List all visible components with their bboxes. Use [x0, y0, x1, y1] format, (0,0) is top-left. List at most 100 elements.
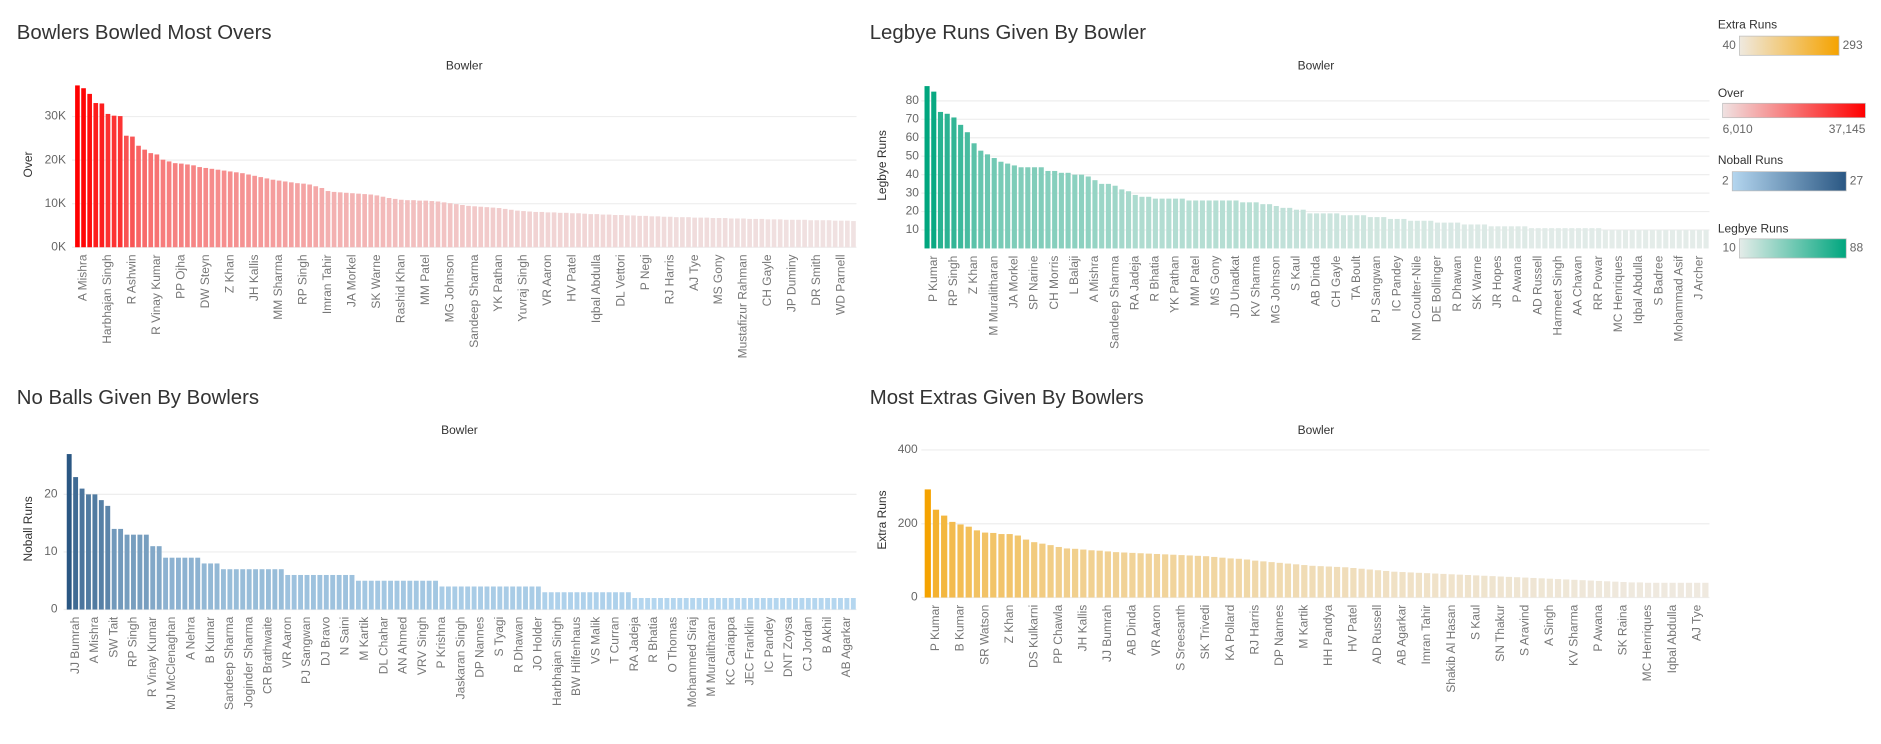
bar — [625, 215, 630, 248]
bar — [447, 203, 453, 248]
x-tick-label: Sandeep Sharma — [222, 616, 236, 710]
x-tick-label: JH Kallis — [1075, 605, 1089, 652]
x-tick-label: IC Pandey — [1389, 256, 1403, 312]
bar — [176, 557, 181, 610]
bar — [1596, 228, 1602, 249]
bar — [201, 563, 207, 610]
bar — [1569, 228, 1575, 249]
x-tick-label: T Curran — [608, 617, 622, 664]
x-tick-label: CH Gayle — [760, 254, 774, 306]
x-tick-label: AB Dinda — [1125, 604, 1139, 655]
bar — [276, 180, 282, 248]
bar — [1538, 578, 1545, 598]
bar — [1554, 579, 1562, 598]
bar — [471, 586, 477, 610]
bar — [246, 569, 252, 610]
bar — [433, 580, 438, 610]
bar — [356, 193, 361, 248]
bar — [1622, 229, 1629, 249]
x-tick-label: JJ Bumrah — [68, 617, 82, 674]
x-tick-label: S Sreesanth — [1174, 605, 1188, 671]
x-tick-label: DP Nannes — [1272, 605, 1286, 666]
bar — [753, 218, 759, 248]
bar — [215, 169, 221, 248]
bar — [1246, 202, 1252, 249]
bar — [1145, 553, 1152, 598]
x-tick-label: RP Singh — [296, 254, 310, 304]
bar — [1661, 582, 1668, 598]
bar — [698, 217, 704, 248]
bar — [1582, 228, 1588, 249]
bar — [1005, 163, 1011, 249]
x-tick-label: RA Jadeja — [1127, 255, 1141, 310]
bar — [582, 213, 587, 248]
x-tick-label: VR Aaron — [540, 254, 554, 305]
x-tick-label: PP Chawla — [1051, 604, 1065, 663]
bar — [1284, 563, 1292, 598]
x-tick-label: VRV Singh — [415, 617, 429, 675]
x-tick-label: SK Warne — [369, 254, 383, 309]
bar — [951, 117, 957, 249]
bar — [523, 586, 528, 610]
bar — [227, 569, 233, 610]
bar — [130, 136, 135, 248]
bar — [1440, 573, 1447, 598]
x-tick-label: DR Smith — [809, 254, 823, 305]
bar — [645, 598, 651, 610]
x-tick-label: MS Gony — [1208, 256, 1222, 306]
bar — [1609, 229, 1615, 249]
bar — [93, 103, 99, 248]
bar — [649, 216, 655, 248]
bar — [195, 557, 201, 610]
x-tick-label: MJ McClenaghan — [164, 617, 178, 710]
bar — [606, 214, 612, 248]
x-tick-label: JA Morkel — [1007, 256, 1021, 309]
bar — [1202, 556, 1210, 598]
x-tick-label: DL Chahar — [376, 617, 390, 675]
x-tick-label: NM Coulter-Nile — [1409, 255, 1423, 341]
bar — [568, 592, 573, 610]
bar — [1226, 200, 1232, 249]
bar — [1374, 217, 1380, 249]
bar — [576, 213, 581, 248]
bar — [1340, 215, 1346, 249]
bar — [670, 598, 676, 610]
bar — [814, 220, 820, 248]
bar — [984, 154, 991, 249]
y-tick-label: 30 — [906, 185, 920, 199]
bar — [117, 116, 123, 248]
bar — [722, 598, 728, 610]
bar — [1276, 562, 1283, 598]
bar — [441, 202, 447, 248]
bar — [709, 598, 715, 610]
bar — [1309, 565, 1316, 598]
x-tick-label: PP Ojha — [173, 254, 187, 299]
bar — [1350, 568, 1357, 598]
bar — [965, 526, 972, 598]
bar — [826, 220, 832, 248]
bar — [259, 569, 265, 610]
bar — [765, 219, 771, 248]
bar — [1555, 228, 1561, 249]
bar — [66, 454, 72, 610]
bar — [1522, 577, 1529, 598]
bar — [398, 199, 404, 248]
bar — [1146, 196, 1152, 249]
bar — [991, 158, 997, 249]
x-tick-label: KV Sharma — [1248, 255, 1262, 317]
bar — [521, 211, 526, 248]
y-tick-label: 60 — [906, 130, 920, 144]
bar — [851, 221, 856, 248]
bar — [533, 211, 539, 248]
bar — [197, 167, 202, 248]
bar — [1347, 215, 1353, 249]
x-tick-label: S Badree — [1651, 255, 1665, 305]
bar — [747, 218, 752, 248]
x-axis-title: Bowler — [446, 58, 483, 72]
bar — [99, 103, 105, 248]
bar — [1072, 548, 1079, 598]
bar — [143, 534, 149, 610]
bar — [1696, 229, 1702, 249]
bar — [658, 598, 663, 610]
bar — [214, 563, 220, 610]
